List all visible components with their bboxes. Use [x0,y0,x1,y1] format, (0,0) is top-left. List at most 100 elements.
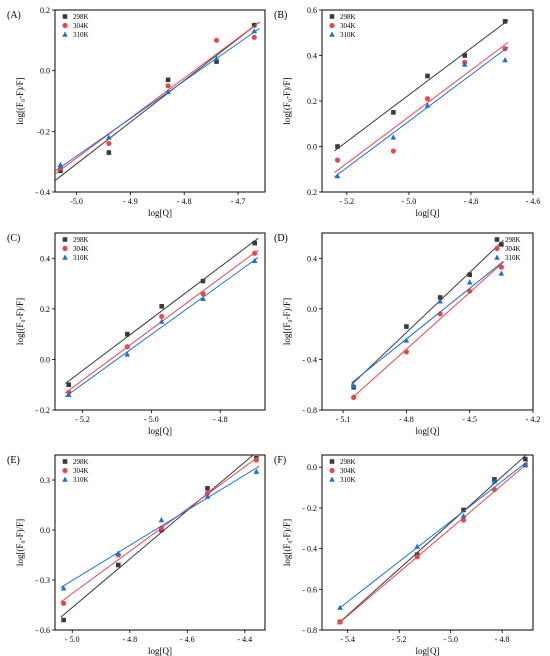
y-axis-title: log[(F₀-F)/F] [15,77,25,124]
chart-panel-2: (B) - 5.2 - 5.0 - 4.8 - 4.6 0.2 0.0 0.2 0.4 0.6 lo… [274,6,540,218]
series-310K [65,257,259,398]
data-point [205,486,210,491]
y-tick-label: 0.2 [307,97,317,106]
y-tick-label: - 0.2 [302,504,317,513]
x-tick-label: - 5.0 [443,635,458,644]
data-point [424,96,431,102]
chart-panel-1: (A) -5.0 - 4.9 - 4.8 - 4.7 - 0.4 -0.2 0.0 0.2 log… [7,6,266,218]
data-point [460,517,467,523]
y-tick-label: 0.2 [307,188,317,197]
y-axis-title: log[(F₀-F)/F] [15,298,25,345]
data-point [204,490,211,496]
y-tick-label: 0.6 [307,6,317,15]
plot-frame [54,454,266,631]
x-tick-label: - 5.2 [339,197,354,206]
data-point [498,264,504,270]
data-point [57,161,64,167]
legend-marker [329,31,335,37]
data-point [253,457,259,463]
data-point [522,456,528,462]
data-point [158,318,165,324]
series-304K [55,21,260,175]
legend-label: 310K [73,31,89,39]
data-point [253,468,260,474]
legend-label: 298K [73,13,89,21]
series-304K [337,462,529,625]
series-304K [334,41,509,174]
x-tick-label: - 4.6 [526,197,541,206]
series-310K [350,260,505,389]
data-point [252,240,257,246]
data-point [351,394,357,400]
chart-panel-3: (C) - 5.2 - 5.0 - 4.8 - 0.2 0.0 0.2 0.4 log[Q] lo… [7,232,266,436]
x-tick-label: - 5.4 [340,635,355,644]
y-axis-title: log[(F₀-F)/F] [282,519,292,566]
x-tick-label: - 5.1 [336,415,351,424]
y-tick-label: 0.3 [40,476,50,485]
legend-marker [329,14,335,19]
data-point [499,242,504,247]
y-tick-label: - 0.4 [35,188,50,197]
y-tick-label: 0.0 [307,463,317,472]
fit-line-310K [351,260,504,384]
x-axis-title: log[Q] [148,426,172,436]
data-point [502,57,508,63]
legend-label: 304K [73,467,89,475]
series-298K [334,19,509,152]
y-tick-label: 0.0 [40,67,50,76]
data-point [337,604,343,610]
legend-label: 298K [505,236,521,244]
data-point [65,391,72,398]
y-tick-label: 0.2 [40,6,50,15]
data-point [437,295,443,300]
legend-label: 304K [73,245,89,253]
x-axis-title: log[Q] [416,426,440,436]
series-310K [55,27,260,172]
series-298K [55,21,260,181]
legend-label: 304K [340,467,356,475]
y-tick-label: 0.4 [307,52,317,61]
data-point [214,59,219,64]
legend-label: 310K [73,254,89,262]
y-tick-label: 0.0 [307,143,317,152]
plot-frame [321,454,534,631]
data-point [124,344,130,350]
x-tick-label: - 4.6 [180,635,195,644]
x-tick-label: - 4.8 [213,415,228,424]
series-298K [65,237,259,388]
legend-label: 298K [73,236,89,244]
fit-line-310K [337,460,529,611]
x-axis-title: log[Q] [148,208,172,218]
legend-label: 298K [73,458,89,466]
data-point [414,543,421,549]
x-axis-title: log[Q] [416,208,440,218]
x-tick-label: - 4.8 [399,415,414,424]
data-point [437,298,443,304]
y-tick-label: - 0.6 [302,585,317,594]
data-point [159,313,165,320]
data-point [60,585,67,591]
legend-marker [62,22,68,29]
data-point [404,324,409,329]
panel-label: (C) [7,233,20,244]
fit-line-298K [334,19,509,152]
legend-marker [494,237,500,242]
legend-marker [62,476,68,482]
legend-marker [62,467,68,474]
data-point [106,140,112,147]
y-axis-title: log[(F₀-F)/F] [282,77,292,124]
plot-frame [321,232,534,411]
panel-label: (F) [274,455,286,466]
legend-marker [62,14,68,19]
y-tick-label: 0.4 [40,254,50,263]
data-point [424,102,431,108]
x-tick-label: - 5.0 [65,635,80,644]
data-point [58,168,63,174]
legend-marker [329,22,335,29]
chart-panel-4: (D) - 5.1 - 4.8 - 4.5 - 4.2 - 0.8 - 0.4 0.0 0.4 l… [274,232,540,436]
